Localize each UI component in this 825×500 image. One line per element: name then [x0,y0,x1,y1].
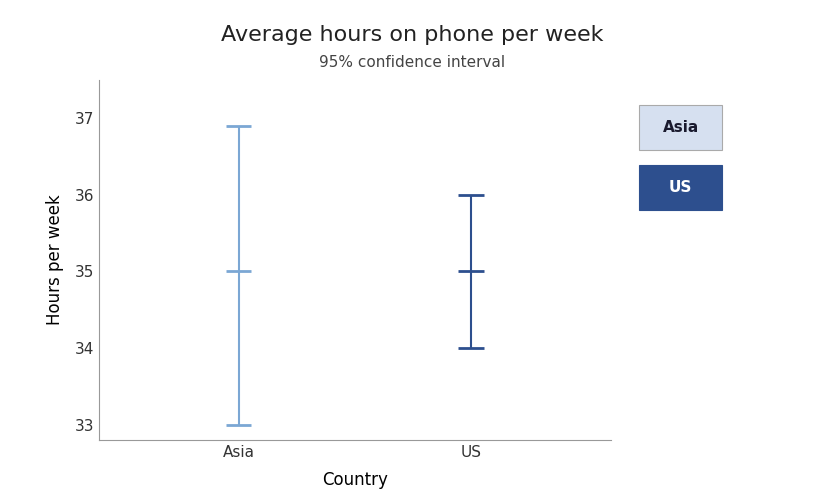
Text: Asia: Asia [662,120,699,135]
Text: 95% confidence interval: 95% confidence interval [319,55,506,70]
Text: US: US [669,180,692,195]
X-axis label: Country: Country [322,471,388,489]
Y-axis label: Hours per week: Hours per week [45,194,64,326]
Text: Average hours on phone per week: Average hours on phone per week [221,25,604,45]
